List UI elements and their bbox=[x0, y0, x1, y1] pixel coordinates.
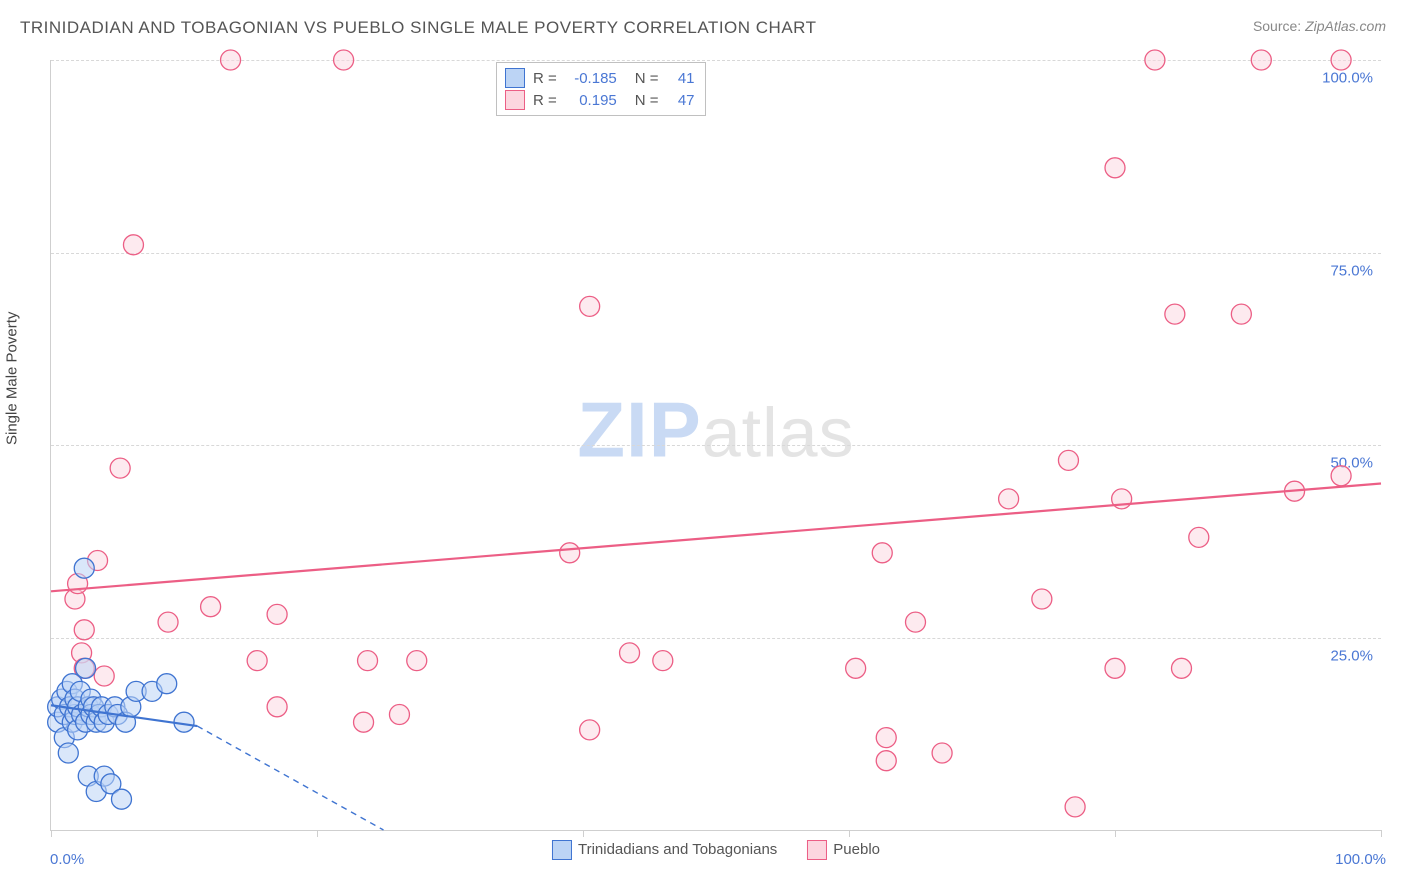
scatter-point bbox=[999, 489, 1019, 509]
scatter-point bbox=[221, 50, 241, 70]
scatter-point bbox=[1105, 658, 1125, 678]
scatter-point bbox=[76, 658, 96, 678]
x-tick bbox=[1381, 830, 1382, 837]
y-axis-label: Single Male Poverty bbox=[4, 312, 21, 445]
scatter-point bbox=[74, 558, 94, 578]
scatter-point bbox=[1145, 50, 1165, 70]
scatter-point bbox=[872, 543, 892, 563]
scatter-point bbox=[1331, 50, 1351, 70]
trend-line-trinidad-dashed bbox=[197, 726, 383, 830]
scatter-point bbox=[1058, 450, 1078, 470]
scatter-point bbox=[389, 705, 409, 725]
scatter-point bbox=[876, 728, 896, 748]
legend-item-2: Pueblo bbox=[807, 840, 880, 860]
scatter-point bbox=[123, 235, 143, 255]
legend-swatch-1 bbox=[552, 840, 572, 860]
source-url: ZipAtlas.com bbox=[1305, 18, 1386, 34]
legend-label-1: Trinidadians and Tobagonians bbox=[578, 841, 777, 858]
scatter-point bbox=[620, 643, 640, 663]
scatter-point bbox=[201, 597, 221, 617]
scatter-point bbox=[876, 751, 896, 771]
source-attribution: Source: ZipAtlas.com bbox=[1253, 18, 1386, 34]
scatter-point bbox=[1165, 304, 1185, 324]
x-tick bbox=[583, 830, 584, 837]
scatter-point bbox=[158, 612, 178, 632]
x-tick bbox=[1115, 830, 1116, 837]
x-tick bbox=[317, 830, 318, 837]
scatter-point bbox=[111, 789, 131, 809]
scatter-point bbox=[267, 604, 287, 624]
scatter-point bbox=[846, 658, 866, 678]
legend: Trinidadians and Tobagonians Pueblo bbox=[552, 840, 880, 860]
scatter-point bbox=[560, 543, 580, 563]
x-axis-max-label: 100.0% bbox=[1335, 851, 1386, 868]
scatter-point bbox=[334, 50, 354, 70]
scatter-point bbox=[94, 666, 114, 686]
scatter-point bbox=[110, 458, 130, 478]
scatter-point bbox=[1065, 797, 1085, 817]
scatter-point bbox=[358, 651, 378, 671]
scatter-point bbox=[267, 697, 287, 717]
x-axis-min-label: 0.0% bbox=[50, 851, 84, 868]
scatter-point bbox=[653, 651, 673, 671]
plot-area: ZIPatlas 25.0%50.0%75.0%100.0% R = -0.18… bbox=[50, 60, 1381, 831]
scatter-point bbox=[580, 720, 600, 740]
legend-item-1: Trinidadians and Tobagonians bbox=[552, 840, 777, 860]
scatter-point bbox=[74, 620, 94, 640]
chart-title: TRINIDADIAN AND TOBAGONIAN VS PUEBLO SIN… bbox=[20, 18, 817, 38]
legend-swatch-2 bbox=[807, 840, 827, 860]
scatter-point bbox=[58, 743, 78, 763]
legend-label-2: Pueblo bbox=[833, 841, 880, 858]
scatter-point bbox=[906, 612, 926, 632]
scatter-point bbox=[1189, 527, 1209, 547]
scatter-point bbox=[1105, 158, 1125, 178]
scatter-point bbox=[157, 674, 177, 694]
scatter-point bbox=[1251, 50, 1271, 70]
scatter-point bbox=[1231, 304, 1251, 324]
x-tick bbox=[849, 830, 850, 837]
scatter-point bbox=[354, 712, 374, 732]
x-tick bbox=[51, 830, 52, 837]
source-label: Source: bbox=[1253, 18, 1305, 34]
scatter-point bbox=[580, 296, 600, 316]
scatter-point bbox=[932, 743, 952, 763]
scatter-point bbox=[1032, 589, 1052, 609]
scatter-point bbox=[1172, 658, 1192, 678]
scatter-point bbox=[407, 651, 427, 671]
scatter-point bbox=[247, 651, 267, 671]
scatter-point bbox=[1331, 466, 1351, 486]
scatter-svg bbox=[51, 60, 1381, 830]
trend-line-pueblo bbox=[51, 484, 1381, 592]
